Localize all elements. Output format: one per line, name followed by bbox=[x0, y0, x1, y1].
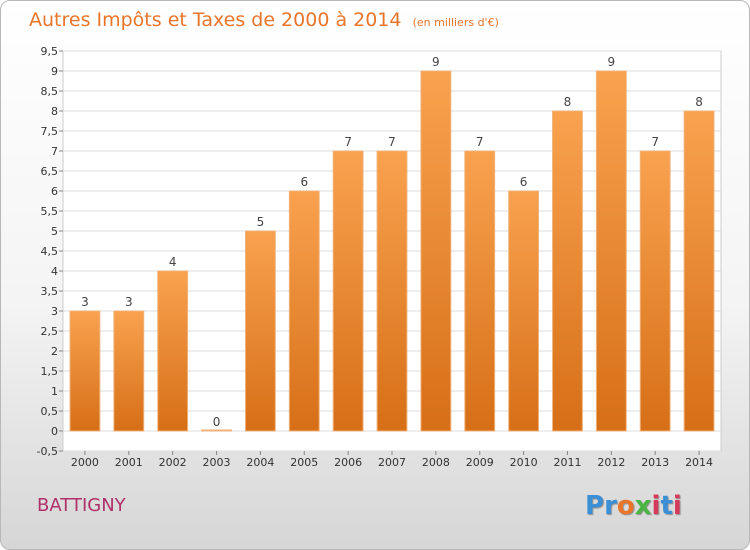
bar-value-label: 9 bbox=[608, 55, 616, 69]
brand-letter: i bbox=[651, 491, 661, 521]
bar-2007 bbox=[376, 150, 408, 432]
x-axis-ticks: 2000 2001 2002 2003 2004 2005 2006 2007 2008 2009… bbox=[71, 451, 713, 469]
x-tick-label: 2003 bbox=[203, 456, 231, 469]
x-tick-label: 2013 bbox=[641, 456, 669, 469]
bar-value-label: 8 bbox=[564, 95, 572, 109]
bar-value-labels: 3 3 4 0 5 6 7 7 9 7 6 8 9 7 8 bbox=[81, 55, 703, 429]
brand-logo: Proxiti bbox=[585, 491, 682, 521]
brand-letter: o bbox=[616, 491, 635, 521]
x-tick-label: 2002 bbox=[159, 456, 187, 469]
bars bbox=[69, 70, 715, 432]
y-tick-label: 4 bbox=[51, 265, 58, 278]
x-tick-label: 2011 bbox=[553, 456, 581, 469]
bar-2004 bbox=[244, 230, 276, 432]
y-tick-label: 1,5 bbox=[41, 365, 59, 378]
brand-letter: i bbox=[672, 491, 682, 521]
bar-value-label: 6 bbox=[520, 175, 528, 189]
y-tick-label: 9 bbox=[51, 65, 58, 78]
y-tick-label: -0,5 bbox=[37, 445, 58, 458]
brand-letter: x bbox=[634, 491, 652, 521]
y-tick-label: 0 bbox=[51, 425, 58, 438]
bar-value-label: 7 bbox=[476, 135, 484, 149]
bar-value-label: 7 bbox=[651, 135, 659, 149]
bar-value-label: 6 bbox=[300, 175, 308, 189]
x-tick-label: 2014 bbox=[685, 456, 713, 469]
x-tick-label: 2008 bbox=[422, 456, 450, 469]
y-tick-label: 3,5 bbox=[41, 285, 59, 298]
y-tick-label: 8 bbox=[51, 105, 58, 118]
y-axis-ticks: -0,5 0 0,5 1 1,5 2 2,5 3 3,5 4 4,5 5 5,5 6 6,5 7 7,5 8 8,5… bbox=[37, 45, 63, 458]
y-tick-label: 0,5 bbox=[41, 405, 59, 418]
x-tick-label: 2005 bbox=[290, 456, 318, 469]
y-tick-label: 5 bbox=[51, 225, 58, 238]
bar-value-label: 7 bbox=[388, 135, 396, 149]
bar-2011 bbox=[552, 110, 583, 432]
y-tick-label: 2,5 bbox=[41, 325, 59, 338]
town-name: BATTIGNY bbox=[37, 495, 126, 516]
bar-2002 bbox=[157, 270, 189, 432]
x-tick-label: 2004 bbox=[246, 456, 274, 469]
bar-2003 bbox=[201, 429, 232, 432]
title-row: Autres Impôts et Taxes de 2000 à 2014 (e… bbox=[29, 9, 499, 31]
bar-value-label: 9 bbox=[432, 55, 440, 69]
bar-value-label: 8 bbox=[695, 95, 703, 109]
bar-2006 bbox=[332, 150, 364, 432]
bar-value-label: 3 bbox=[125, 295, 133, 309]
y-tick-label: 7,5 bbox=[41, 125, 59, 138]
x-tick-label: 2006 bbox=[334, 456, 362, 469]
bar-value-label: 4 bbox=[169, 255, 177, 269]
x-tick-label: 2009 bbox=[466, 456, 494, 469]
bar-value-label: 0 bbox=[213, 415, 221, 429]
bar-value-label: 5 bbox=[257, 215, 265, 229]
bar-2001 bbox=[113, 310, 145, 432]
y-tick-label: 8,5 bbox=[41, 85, 59, 98]
brand-letter: t bbox=[660, 491, 673, 521]
x-tick-label: 2007 bbox=[378, 456, 406, 469]
bar-value-label: 3 bbox=[81, 295, 89, 309]
y-tick-label: 3 bbox=[51, 305, 58, 318]
y-tick-label: 6 bbox=[51, 185, 58, 198]
y-tick-label: 2 bbox=[51, 345, 58, 358]
brand-letter: P bbox=[585, 491, 605, 521]
bar-2000 bbox=[69, 310, 101, 432]
y-tick-label: 4,5 bbox=[41, 245, 59, 258]
bar-2013 bbox=[639, 150, 671, 432]
chart-title: Autres Impôts et Taxes de 2000 à 2014 bbox=[29, 9, 402, 31]
bar-2010 bbox=[508, 190, 540, 432]
brand-letter: r bbox=[604, 491, 617, 521]
bar-2012 bbox=[595, 70, 627, 432]
y-tick-label: 7 bbox=[51, 145, 58, 158]
bar-2005 bbox=[288, 190, 320, 432]
x-tick-label: 2001 bbox=[115, 456, 143, 469]
x-tick-label: 2010 bbox=[510, 456, 538, 469]
y-tick-label: 5,5 bbox=[41, 205, 59, 218]
bar-value-label: 7 bbox=[344, 135, 352, 149]
y-tick-label: 9,5 bbox=[41, 45, 59, 58]
bar-2014 bbox=[683, 110, 715, 432]
bar-2009 bbox=[464, 150, 496, 432]
chart-subtitle: (en milliers d'€) bbox=[412, 16, 499, 29]
y-tick-label: 6,5 bbox=[41, 165, 59, 178]
x-tick-label: 2000 bbox=[71, 456, 99, 469]
x-tick-label: 2012 bbox=[597, 456, 625, 469]
y-tick-label: 1 bbox=[51, 385, 58, 398]
bar-2008 bbox=[420, 70, 452, 432]
